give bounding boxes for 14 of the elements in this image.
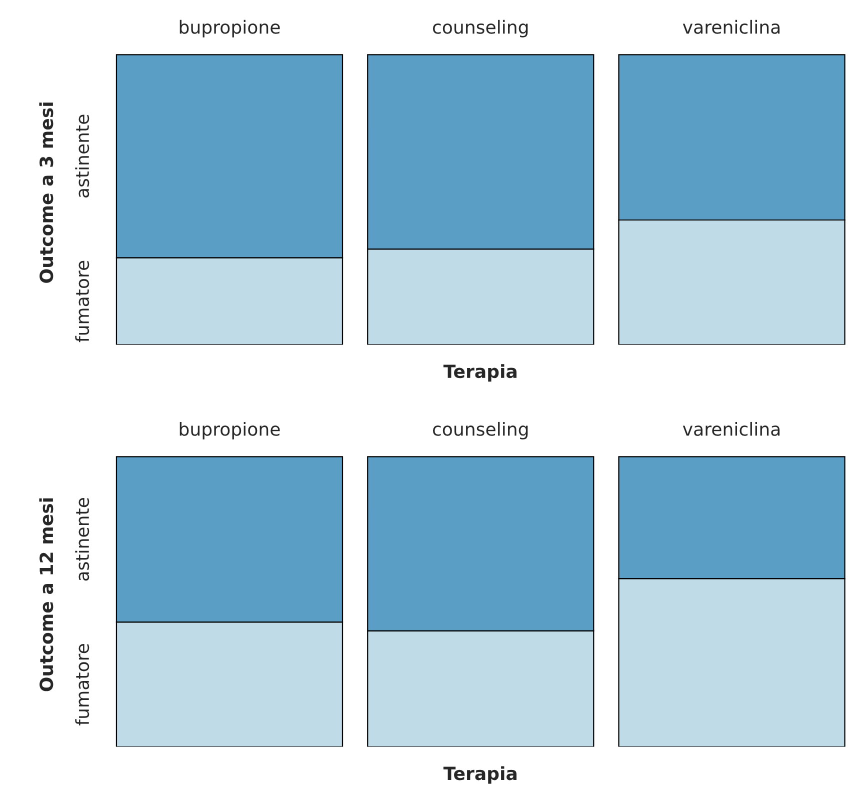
x-tick-label: bupropione: [180, 20, 280, 38]
text: astinente: [75, 498, 90, 581]
y-axis-title: Outcome a 12 mesi: [39, 498, 54, 692]
text: fumatore: [75, 644, 90, 726]
x-tick-label: vareniclina: [682, 422, 780, 436]
x-tick-label: counseling: [432, 20, 528, 38]
text: fumatore: [75, 260, 90, 342]
x-axis-title: Terapia: [443, 766, 516, 784]
x-tick-label: counseling: [432, 422, 528, 440]
x-tick-label: bupropione: [180, 422, 280, 440]
x-axis-title: Terapia: [443, 364, 516, 382]
x-tick-label: vareniclina: [682, 20, 780, 34]
y-axis-title: Outcome a 3 mesi: [39, 102, 54, 283]
text: astinente: [75, 114, 90, 198]
